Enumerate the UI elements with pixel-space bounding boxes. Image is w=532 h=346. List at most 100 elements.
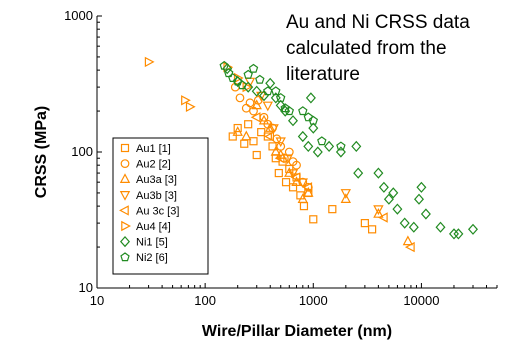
data-point [251,99,262,110]
data-point [237,80,247,90]
legend-marker [119,235,131,248]
data-point [268,124,279,135]
data-point [292,160,301,170]
data-point [297,193,308,203]
data-point [245,98,255,108]
data-point [284,167,295,177]
data-point [275,137,286,148]
axis-ticks: 10 100 1000 10000 10 100 1000 [64,8,498,308]
data-point [265,77,276,89]
data-point [308,115,319,125]
x-tick-label: 1000 [299,293,328,308]
data-point [373,208,384,218]
legend-marker [119,205,129,216]
data-point [368,225,377,234]
data-point [435,221,446,233]
data-point [353,167,364,179]
data-point [250,112,261,123]
data-point [264,131,274,142]
data-point [287,115,299,127]
data-point [298,106,308,116]
data-point [392,203,403,215]
data-point [340,189,351,199]
legend-label: Au3b [3] [136,190,177,202]
annotation-line-2: calculated from the [286,38,447,59]
data-point [290,172,301,183]
data-point [303,140,314,153]
legend-label: Au1 [1] [136,143,171,155]
data-point [280,103,290,113]
data-point [219,60,229,70]
data-point [268,142,277,151]
data-point [420,208,431,220]
legend-box [112,137,209,275]
data-point [312,146,323,158]
data-point [265,122,276,132]
data-point [317,136,327,146]
data-point [275,92,286,102]
legend-label: Ni1 [5] [136,237,168,249]
data-point [285,164,294,174]
y-tick-label: 1000 [64,8,93,23]
y-tick-label: 10 [79,280,93,295]
data-point [408,221,419,233]
data-point [308,122,319,134]
legend-label: Au4 [4] [136,221,171,233]
data-point [240,139,249,148]
data-point [303,112,314,122]
data-point [270,92,281,104]
legend-marker [120,143,130,153]
data-point [328,205,337,214]
data-point [467,223,479,235]
data-point [243,69,253,79]
data-point [373,205,384,216]
data-point [274,153,285,164]
data-point [255,74,265,84]
data-point [309,215,318,224]
legend-label: Au 3c [3] [136,205,179,217]
data-point [453,228,464,240]
data-point [324,140,335,153]
series-4 [250,112,415,253]
data-point [228,132,237,141]
x-axis-title: Wire/Pillar Diameter (nm) [202,323,392,340]
data-point [181,95,191,106]
data-point [235,93,245,103]
data-point [377,212,388,223]
data-point [241,103,251,113]
data-point [275,99,286,112]
data-point [284,147,294,157]
data-point [232,76,243,86]
data-point [383,193,394,205]
data-point [258,114,270,125]
y-tick-label: 100 [71,144,93,159]
data-point [351,140,362,153]
data-point [256,91,267,102]
data-point [241,130,252,141]
data-point [303,186,314,197]
data-point [242,81,253,93]
data-point [282,154,293,165]
data-point [251,85,262,97]
data-point [302,182,313,193]
data-point [232,126,243,136]
data-point [244,120,253,129]
data-point [360,219,369,228]
data-point [388,187,399,199]
data-point [185,101,196,112]
legend: Au1 [1] Au2 [2] Au3a [3] Au3b [3] Au 3c [3] A… [112,137,209,275]
data-point [262,101,273,112]
data-point [378,181,389,193]
data-point [399,217,410,229]
legend-marker [120,159,130,169]
legend-marker [120,252,130,262]
legend-label: Au3a [3] [136,174,177,186]
x-tick-label: 100 [194,293,216,308]
data-point [299,202,309,211]
x-tick-label: 10 [90,293,104,308]
legend-label: Au2 [2] [136,159,171,171]
data-point [284,106,295,116]
legend-marker [119,191,131,201]
data-point [222,63,233,75]
data-point [227,73,238,83]
